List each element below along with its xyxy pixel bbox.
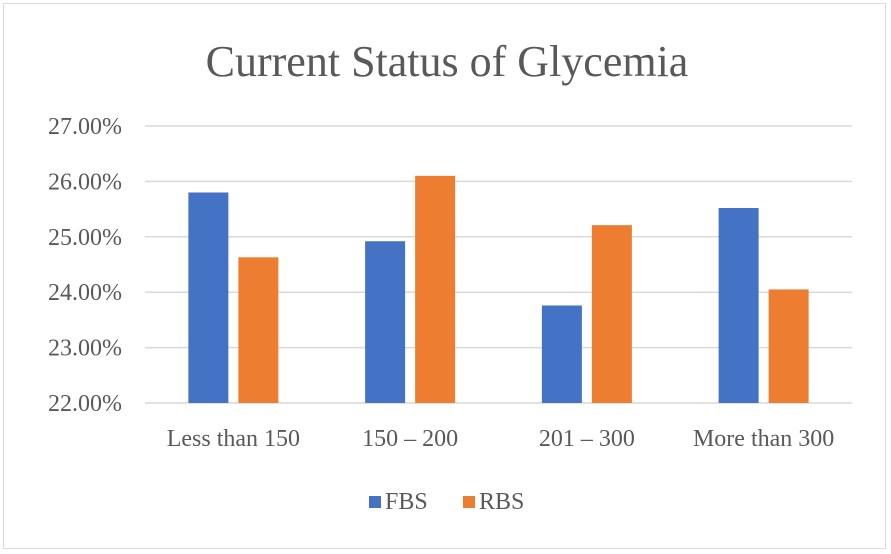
bar-fbs-3: [718, 207, 759, 403]
legend: FBS RBS: [369, 489, 524, 515]
y-tick-label: 24.00%: [48, 280, 122, 306]
bar-fbs-1: [365, 241, 406, 403]
x-axis-category-labels: Less than 150 150 – 200 201 – 300 More than…: [167, 426, 835, 452]
bar-fbs-2: [541, 305, 582, 403]
legend-swatch-fbs: [369, 496, 381, 508]
x-category-label: More than 300: [693, 426, 834, 452]
bar-rbs-0: [238, 257, 279, 403]
bar-rbs-1: [415, 175, 456, 403]
x-category-label: Less than 150: [167, 426, 300, 452]
legend-swatch-rbs: [463, 496, 475, 508]
y-axis-tick-labels: 22.00% 23.00% 24.00% 25.00% 26.00% 27.00%: [48, 114, 122, 417]
bar-fbs-0: [188, 192, 229, 403]
chart-title: Current Status of Glycemia: [206, 37, 689, 86]
y-tick-label: 23.00%: [48, 336, 122, 362]
bar-rbs-2: [591, 225, 632, 403]
bar-rbs-3: [768, 289, 809, 403]
bars: [188, 175, 809, 403]
y-tick-label: 22.00%: [48, 391, 122, 417]
x-category-label: 150 – 200: [362, 426, 458, 452]
x-category-label: 201 – 300: [539, 426, 635, 452]
y-tick-label: 26.00%: [48, 169, 122, 195]
y-tick-label: 27.00%: [48, 114, 122, 140]
legend-label-rbs: RBS: [479, 489, 524, 515]
y-tick-label: 25.00%: [48, 225, 122, 251]
legend-label-fbs: FBS: [385, 489, 428, 515]
